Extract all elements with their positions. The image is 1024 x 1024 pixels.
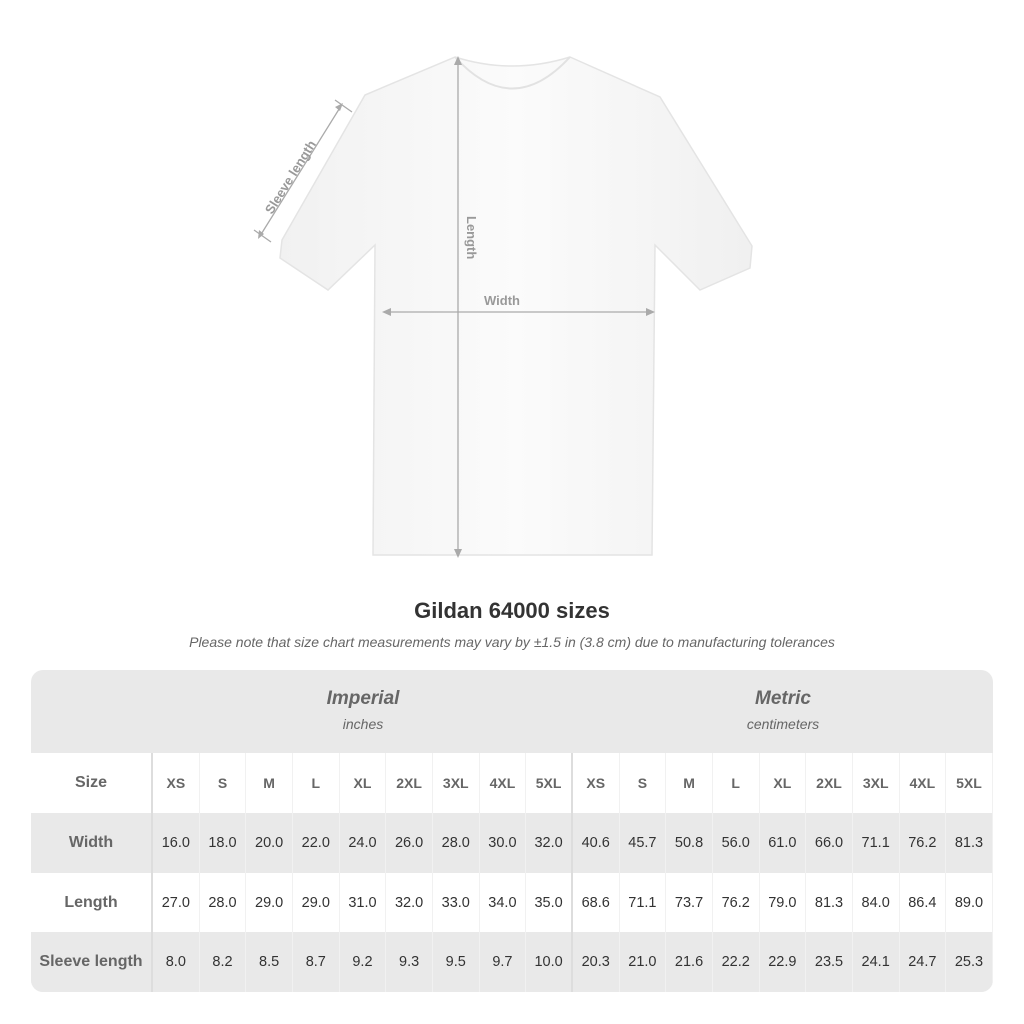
tshirt-diagram: Sleeve length Length Width [253,56,753,558]
value-cell: 20.3 [573,932,620,992]
value-cell: 21.6 [666,932,713,992]
value-cell: 16.0 [153,813,200,873]
value-cell: 32.0 [386,873,433,933]
value-cell: 21.0 [620,932,667,992]
value-cell: 26.0 [386,813,433,873]
value-cell: 9.3 [386,932,433,992]
size-header-cell: 5XL [946,753,993,813]
measurement-lines [253,60,652,555]
value-cell: 56.0 [713,813,760,873]
size-header-cell: XL [340,753,387,813]
value-cell: 8.5 [246,932,293,992]
tolerance-note: Please note that size chart measurements… [189,634,835,650]
size-header-cell: M [246,753,293,813]
size-header-cell: 2XL [386,753,433,813]
value-cell: 73.7 [666,873,713,933]
row-label: Length [31,873,153,933]
value-cell: 23.5 [806,932,853,992]
value-cell: 25.3 [946,932,993,992]
size-header-cell: XS [573,753,620,813]
value-cell: 50.8 [666,813,713,873]
value-cell: 28.0 [433,813,480,873]
value-cell: 66.0 [806,813,853,873]
row-label: Width [31,813,153,873]
value-cell: 40.6 [573,813,620,873]
value-cell: 86.4 [900,873,947,933]
value-cell: 8.0 [153,932,200,992]
imperial-heading: Imperial [326,688,400,709]
length-label: Length [464,216,479,259]
table-row: Width 16.0 18.0 20.0 22.0 24.0 26.0 28.0 30.0 32.… [31,813,993,873]
value-cell: 22.2 [713,932,760,992]
table-row: Length 27.0 28.0 29.0 29.0 31.0 32.0 33.0 34.0 35… [31,873,993,933]
value-cell: 34.0 [480,873,527,933]
value-cell: 9.2 [340,932,387,992]
imperial-unit: inches [342,716,384,732]
value-cell: 71.1 [620,873,667,933]
row-label: Sleeve length [31,932,153,992]
page-title: Gildan 64000 sizes [414,598,610,623]
metric-heading: Metric [755,688,811,709]
value-cell: 22.0 [293,813,340,873]
value-cell: 10.0 [526,932,573,992]
row-label: Size [31,753,153,813]
value-cell: 8.7 [293,932,340,992]
value-cell: 45.7 [620,813,667,873]
size-header-cell: XS [153,753,200,813]
value-cell: 28.0 [200,873,247,933]
size-header-cell: XL [760,753,807,813]
size-table: Imperial inches Metric centimeters Size X… [31,670,993,992]
value-cell: 61.0 [760,813,807,873]
size-header-cell: 3XL [433,753,480,813]
value-cell: 76.2 [900,813,947,873]
value-cell: 8.2 [200,932,247,992]
value-cell: 79.0 [760,873,807,933]
value-cell: 29.0 [246,873,293,933]
size-header-cell: 2XL [806,753,853,813]
value-cell: 18.0 [200,813,247,873]
value-cell: 9.5 [433,932,480,992]
value-cell: 32.0 [526,813,573,873]
size-header-cell: L [293,753,340,813]
size-header-cell: 3XL [853,753,900,813]
imperial-header: Imperial inches [153,670,573,753]
value-cell: 29.0 [293,873,340,933]
size-header-cell: 4XL [900,753,947,813]
value-cell: 76.2 [713,873,760,933]
table-row: Size XS S M L XL 2XL 3XL 4XL 5XL XS S M L XL 2XL 3XL 4XL 5… [31,753,993,813]
value-cell: 20.0 [246,813,293,873]
value-cell: 24.1 [853,932,900,992]
value-cell: 81.3 [946,813,993,873]
value-cell: 84.0 [853,873,900,933]
metric-header: Metric centimeters [573,670,993,753]
value-cell: 35.0 [526,873,573,933]
size-header-cell: 5XL [526,753,573,813]
value-cell: 30.0 [480,813,527,873]
size-header-cell: S [200,753,247,813]
size-header-cell: M [666,753,713,813]
width-label: Width [484,293,520,308]
value-cell: 22.9 [760,932,807,992]
size-header-cell: S [620,753,667,813]
value-cell: 89.0 [946,873,993,933]
value-cell: 81.3 [806,873,853,933]
size-header-cell: L [713,753,760,813]
value-cell: 31.0 [340,873,387,933]
value-cell: 71.1 [853,813,900,873]
value-cell: 24.0 [340,813,387,873]
value-cell: 68.6 [573,873,620,933]
table-row: Sleeve length 8.0 8.2 8.5 8.7 9.2 9.3 9.5 9.7 10.… [31,932,993,992]
value-cell: 9.7 [480,932,527,992]
metric-unit: centimeters [746,716,820,732]
value-cell: 27.0 [153,873,200,933]
value-cell: 33.0 [433,873,480,933]
size-header-cell: 4XL [480,753,527,813]
value-cell: 24.7 [900,932,947,992]
